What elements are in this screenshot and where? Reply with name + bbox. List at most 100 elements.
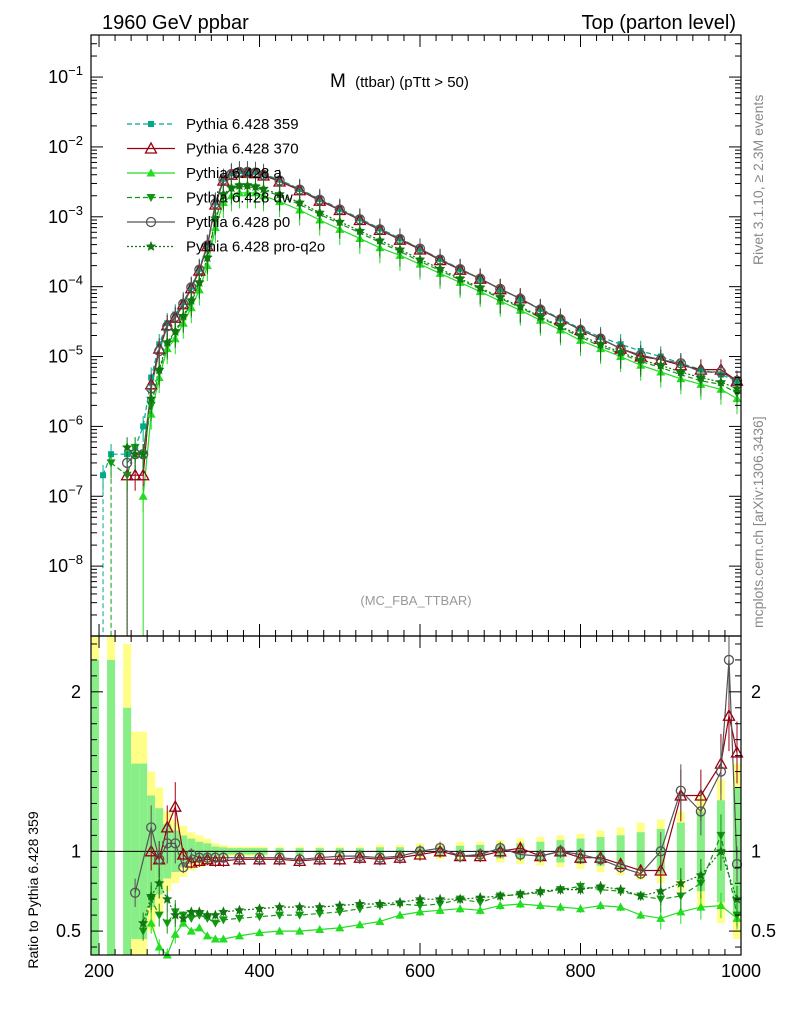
header-left: 1960 GeV ppbar: [102, 12, 249, 34]
ratio-point: [495, 901, 505, 910]
data-point: [234, 180, 245, 190]
x-tick-label: 600: [405, 961, 435, 981]
legend: Pythia 6.428 359 Pythia 6.428 370 Pythia 6…: [127, 116, 325, 256]
data-point: [154, 364, 165, 375]
mcplots-label: mcplots.cern.ch [arXiv:1306.3436]: [750, 416, 766, 628]
ratio-y-tick-label-right: 2: [751, 682, 761, 702]
ratio-point: [434, 842, 446, 854]
data-point: [354, 225, 366, 236]
ratio-point: [495, 890, 506, 901]
data-point: [414, 254, 426, 264]
ratio-frame: [90, 635, 742, 956]
data-point: [274, 188, 285, 199]
data-point: [106, 459, 116, 468]
data-point: [575, 330, 586, 340]
data-point: [595, 338, 606, 349]
legend-label: Pythia 6.428 a: [186, 165, 283, 182]
ratio-point: [415, 902, 425, 911]
legend-marker: [144, 141, 158, 154]
data-point: [138, 491, 148, 500]
ratio-point: [186, 906, 197, 917]
series-markers: [100, 160, 744, 959]
ratio-point: [202, 909, 213, 920]
ratio-point: [495, 842, 506, 854]
ratio-point: [170, 909, 181, 920]
y-tick-label: 10−6: [48, 412, 83, 436]
ratio-point: [535, 850, 546, 862]
y-tick-label: 10−4: [48, 273, 83, 297]
legend-label: Pythia 6.428 p0: [186, 214, 290, 231]
ratio-point: [415, 907, 425, 916]
ratio-point: [176, 847, 190, 860]
ratio-point: [144, 844, 158, 857]
ratio-point: [146, 822, 157, 833]
y-tick-label: 10−5: [48, 343, 83, 367]
ratio-point: [413, 847, 427, 860]
data-point: [374, 234, 386, 245]
data-point: [294, 197, 305, 207]
ratio-point: [146, 890, 157, 901]
ratio-point: [395, 910, 405, 919]
data-point: [226, 182, 237, 193]
ratio-point: [723, 654, 735, 666]
ratio-point: [655, 846, 666, 857]
ratio-point: [335, 923, 345, 932]
data-point: [178, 310, 189, 321]
ratio-point: [731, 893, 743, 904]
y-tick-label: 10−3: [48, 203, 83, 227]
ratio-band-inner: [91, 659, 100, 955]
data-point: [202, 252, 213, 263]
ratio-point: [186, 914, 196, 923]
ratio-point: [129, 887, 141, 898]
ratio-y-tick-label-right: 0.5: [751, 921, 776, 941]
ratio-point: [295, 911, 305, 920]
ratio-point: [314, 901, 325, 912]
ratio-point: [218, 934, 228, 943]
ratio-point: [656, 913, 666, 922]
ratio-point: [194, 923, 204, 932]
data-point: [258, 183, 269, 194]
ratio-point: [170, 838, 181, 849]
ratio-point: [675, 877, 686, 888]
data-point: [434, 263, 446, 274]
ratio-point: [137, 917, 149, 928]
ratio-point: [515, 899, 525, 908]
ratio-point: [234, 852, 245, 863]
ratio-point: [696, 902, 706, 911]
ratio-point: [294, 901, 305, 912]
ratio-point: [715, 766, 727, 777]
ratio-point: [535, 885, 546, 896]
main-title-suffix: (ttbar) (pTtt > 50): [355, 74, 469, 91]
ratio-point: [218, 852, 229, 863]
data-point: [675, 366, 686, 377]
ratio-uncertainty-bands: [91, 636, 741, 955]
ratio-point: [234, 931, 244, 940]
ratio-point: [354, 850, 365, 862]
data-point: [170, 325, 181, 336]
data-point: [731, 382, 743, 393]
ratio-point: [275, 926, 285, 935]
ratio-point: [315, 924, 325, 933]
ratio-point: [615, 884, 626, 895]
ratio-point: [434, 893, 446, 904]
ratio-point: [596, 901, 606, 910]
ratio-point: [162, 893, 173, 904]
ratio-point: [374, 898, 386, 909]
header-right: Top (parton level): [581, 12, 736, 34]
data-point: [535, 311, 546, 322]
ratio-point: [210, 934, 220, 943]
data-point: [635, 354, 646, 365]
data-point: [715, 376, 727, 387]
ratio-point: [194, 906, 205, 917]
ratio-point: [234, 904, 245, 915]
y-tick-label: 10−8: [48, 552, 83, 576]
ratio-point: [274, 852, 285, 863]
ratio-point: [695, 806, 707, 817]
data-point: [140, 423, 147, 430]
data-point: [454, 273, 466, 284]
x-tick-label: 1000: [721, 961, 761, 981]
ratio-point: [354, 898, 366, 909]
legend-label: Pythia 6.428 370: [186, 141, 299, 158]
ratio-point: [722, 708, 736, 721]
ratio-point: [294, 854, 305, 865]
